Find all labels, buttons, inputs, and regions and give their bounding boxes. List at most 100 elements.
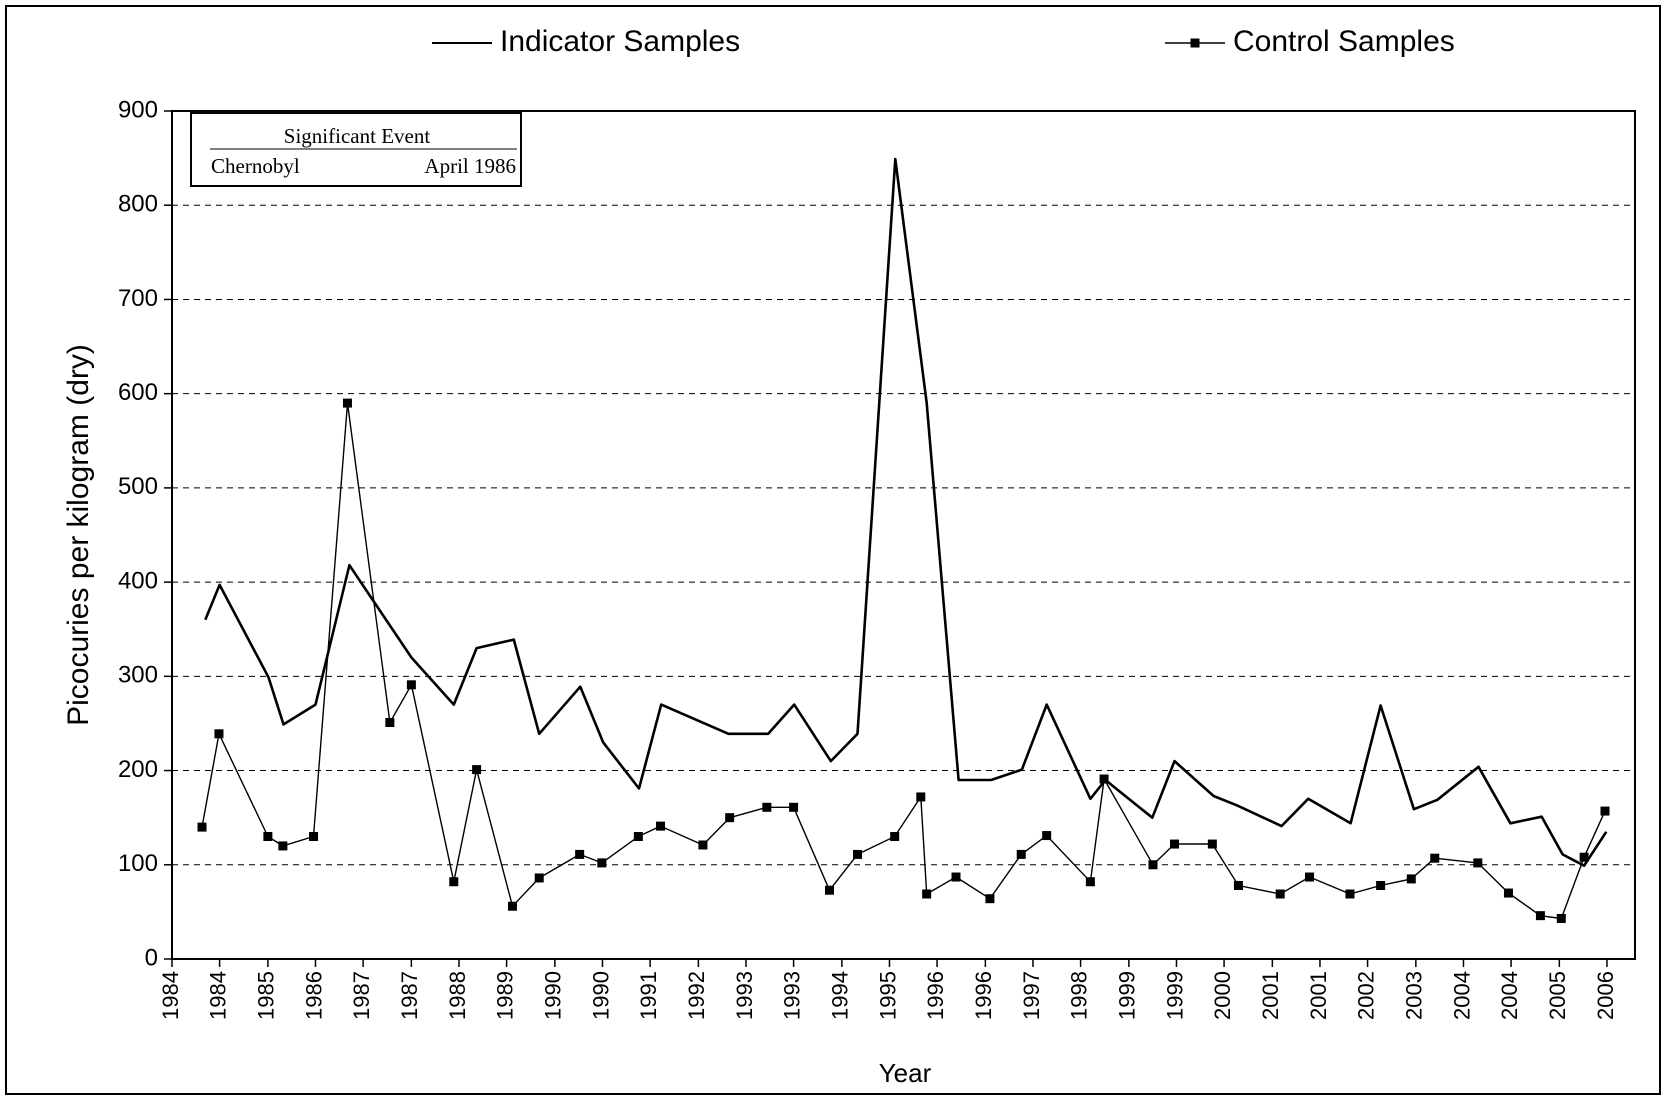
y-tick-label: 300 — [118, 662, 158, 689]
legend-item: Control Samples — [1165, 25, 1455, 58]
data-point — [1376, 881, 1386, 891]
y-tick-label: 800 — [118, 191, 158, 218]
x-tick-label: 2003 — [1402, 971, 1427, 1020]
x-tick-label: 1990 — [588, 971, 613, 1020]
x-tick-label: 2001 — [1306, 971, 1331, 1020]
data-point — [985, 894, 995, 904]
x-tick-label: 1996 — [923, 971, 948, 1020]
x-tick-label: 2005 — [1545, 971, 1570, 1020]
legend-marker — [1190, 38, 1200, 48]
data-point — [342, 398, 352, 408]
data-point — [534, 873, 544, 883]
x-tick-label: 2006 — [1593, 971, 1618, 1020]
y-tick-label: 900 — [118, 96, 158, 123]
y-tick-label: 0 — [145, 944, 158, 971]
series-line — [204, 157, 1608, 867]
x-tick-label: 1985 — [254, 971, 279, 1020]
y-axis-title: Picocuries per kilogram (dry) — [62, 344, 95, 726]
x-tick-label: 1993 — [732, 971, 757, 1020]
x-tick-label: 1999 — [1115, 971, 1140, 1020]
annotation-box: Significant Event Chernobyl April 1986 — [190, 112, 522, 187]
data-point — [1535, 911, 1545, 921]
data-point — [1473, 858, 1483, 868]
x-tick-label: 1996 — [971, 971, 996, 1020]
data-point — [1170, 839, 1180, 849]
x-tick-label: 1993 — [779, 971, 804, 1020]
y-tick-label: 600 — [118, 379, 158, 406]
data-point — [1042, 831, 1052, 841]
y-tick-label: 200 — [118, 756, 158, 783]
data-point — [789, 802, 799, 812]
data-point — [1345, 889, 1355, 899]
data-point — [449, 877, 459, 887]
x-tick-label: 1990 — [541, 971, 566, 1020]
data-point — [1556, 913, 1566, 923]
plot-frame — [171, 110, 1636, 960]
data-point — [197, 822, 207, 832]
x-tick-label: 1988 — [445, 971, 470, 1020]
data-point — [951, 872, 961, 882]
data-point — [762, 802, 772, 812]
data-point — [1148, 860, 1158, 870]
x-tick-label: 1984 — [158, 971, 183, 1020]
x-tick-label: 1994 — [828, 971, 853, 1020]
data-point — [1430, 853, 1440, 863]
y-tick-label: 500 — [118, 473, 158, 500]
x-tick-label: 2004 — [1497, 971, 1522, 1020]
x-tick-label: 2001 — [1258, 971, 1283, 1020]
data-point — [633, 832, 643, 842]
x-tick-label: 1995 — [875, 971, 900, 1020]
x-axis-title: Year — [879, 1058, 932, 1088]
data-point — [698, 840, 708, 850]
series-line — [201, 402, 1606, 920]
data-point — [214, 729, 224, 739]
x-tick-label: 1989 — [492, 971, 517, 1020]
x-tick-label: 1992 — [684, 971, 709, 1020]
legend-item: Indicator Samples — [432, 25, 740, 58]
data-point — [1305, 872, 1315, 882]
data-point — [1275, 889, 1285, 899]
data-point — [1099, 774, 1109, 784]
x-tick-label: 2004 — [1449, 971, 1474, 1020]
data-point — [263, 832, 273, 842]
data-point — [309, 832, 319, 842]
data-point — [1406, 874, 1416, 884]
x-tick-label: 2000 — [1210, 971, 1235, 1020]
data-point — [507, 901, 517, 911]
data-point — [1579, 852, 1589, 862]
annotation-header: Significant Event — [284, 124, 431, 148]
data-point — [853, 849, 863, 859]
data-point — [278, 841, 288, 851]
data-point — [916, 792, 926, 802]
y-tick-label: 700 — [118, 285, 158, 312]
annotation-date: April 1986 — [424, 154, 516, 178]
x-tick-label: 1991 — [636, 971, 661, 1020]
data-point — [1503, 888, 1513, 898]
outer-border — [5, 5, 1661, 1095]
data-point — [472, 765, 482, 775]
data-point — [385, 718, 395, 728]
legend-label: Control Samples — [1233, 25, 1455, 58]
x-tick-label: 1999 — [1162, 971, 1187, 1020]
x-tick-label: 1987 — [397, 971, 422, 1020]
x-tick-label: 1987 — [349, 971, 374, 1020]
data-point — [1600, 806, 1610, 816]
data-point — [725, 813, 735, 823]
data-point — [922, 889, 932, 899]
data-point — [656, 821, 666, 831]
y-tick-label: 400 — [118, 567, 158, 594]
x-tick-label: 1986 — [301, 971, 326, 1020]
data-point — [597, 858, 607, 868]
data-point — [1233, 881, 1243, 891]
data-point — [406, 680, 416, 690]
data-point — [575, 849, 585, 859]
x-tick-label: 1984 — [205, 971, 230, 1020]
annotation-event: Chernobyl — [211, 154, 300, 178]
data-point — [1207, 839, 1217, 849]
y-tick-label: 100 — [118, 850, 158, 877]
legend-label: Indicator Samples — [500, 25, 740, 58]
x-tick-label: 2002 — [1353, 971, 1378, 1020]
x-tick-label: 1997 — [1019, 971, 1044, 1020]
data-point — [1085, 877, 1095, 887]
